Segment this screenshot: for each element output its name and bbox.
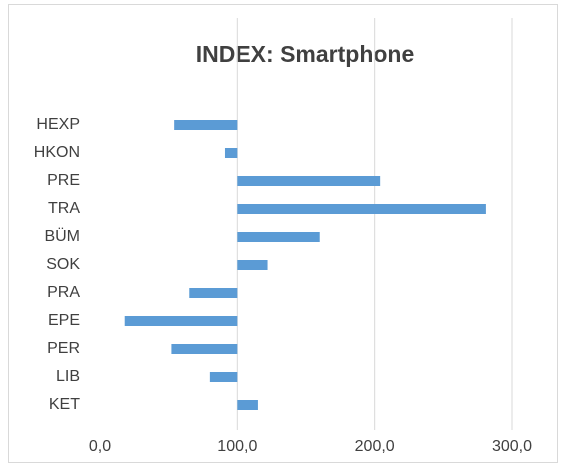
bar [171, 344, 238, 354]
x-tick-label: 100,0 [217, 438, 257, 455]
bar [209, 372, 238, 382]
bar [124, 316, 238, 326]
bar [189, 288, 238, 298]
chart-title: INDEX: Smartphone [196, 41, 415, 67]
bar [237, 176, 381, 186]
bar [174, 120, 238, 130]
x-tick-label: 200,0 [355, 438, 395, 455]
bar [237, 400, 258, 410]
y-tick-label: HKON [34, 144, 80, 161]
y-tick-label: PER [47, 340, 80, 357]
y-tick-label: EPE [48, 312, 80, 329]
y-tick-label: PRA [47, 284, 80, 301]
y-tick-label: TRA [48, 200, 80, 217]
y-tick-label: SOK [46, 256, 80, 273]
bar [224, 148, 238, 158]
bar [237, 204, 486, 214]
x-tick-label: 300,0 [492, 438, 532, 455]
bar [237, 260, 268, 270]
x-tick-label: 0,0 [89, 438, 111, 455]
y-tick-label: LIB [56, 368, 80, 385]
bar [237, 232, 320, 242]
y-tick-label: BÜM [44, 227, 80, 245]
y-tick-label: PRE [47, 172, 80, 189]
y-tick-label: KET [49, 396, 80, 413]
y-tick-label: HEXP [36, 116, 80, 133]
